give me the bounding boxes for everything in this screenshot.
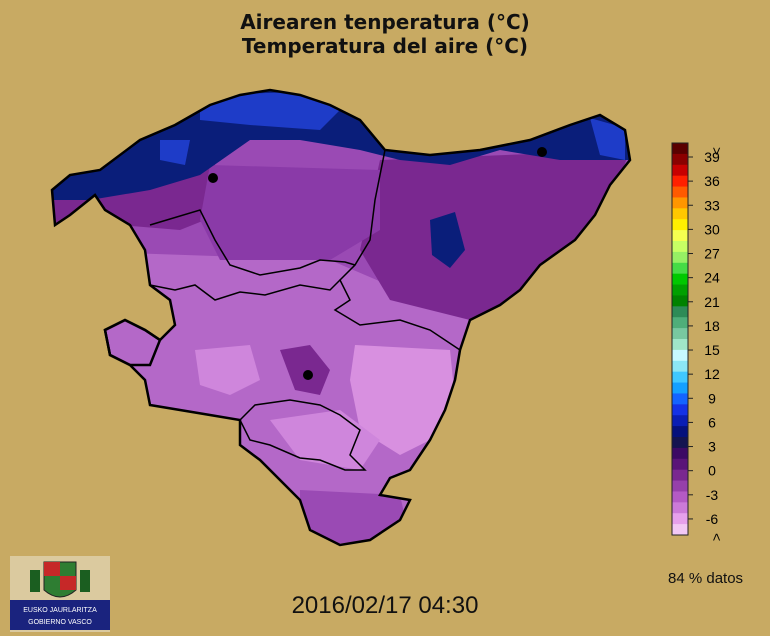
scale-color-step bbox=[672, 230, 688, 242]
internal-boundaries bbox=[149, 149, 461, 471]
scale-tick-label: -6 bbox=[706, 511, 719, 527]
scale-frame bbox=[671, 142, 689, 536]
station-markers bbox=[208, 147, 547, 380]
scale-tick-label: 3 bbox=[708, 439, 716, 455]
scale-color-step bbox=[672, 317, 688, 329]
scale-color-step bbox=[672, 208, 688, 220]
scale-tick-label: 27 bbox=[704, 246, 720, 262]
scale-color-step bbox=[672, 251, 688, 264]
map-title-basque: Airearen tenperatura (°C) bbox=[240, 10, 530, 34]
scale-tick-label: 24 bbox=[704, 270, 720, 286]
scale-color-step bbox=[672, 197, 688, 209]
scale-tick-label: 15 bbox=[704, 342, 720, 358]
scale-color-step bbox=[672, 426, 688, 438]
scale-color-step bbox=[672, 186, 688, 198]
station-dot-bilbao bbox=[208, 173, 218, 183]
scale-tick-label: 30 bbox=[704, 221, 720, 237]
scale-color-step bbox=[672, 437, 688, 449]
scale-tick-label: 12 bbox=[704, 366, 720, 382]
basque-government-logo: EUSKO JAURLARITZA GOBIERNO VASCO bbox=[10, 556, 110, 632]
scale-color-step bbox=[672, 284, 688, 296]
scale-tick-label: 39 bbox=[704, 149, 720, 165]
scale-tick-label: 18 bbox=[704, 318, 720, 334]
timestamp: 2016/02/17 04:30 bbox=[291, 592, 479, 619]
scale-color-step bbox=[672, 502, 688, 514]
scale-color-step bbox=[672, 513, 688, 525]
scale-color-step bbox=[672, 524, 688, 536]
scale-color-step bbox=[672, 175, 688, 188]
scale-color-step bbox=[672, 241, 688, 253]
scale-tick-label: 21 bbox=[704, 294, 720, 310]
scale-top-label: > bbox=[709, 147, 725, 155]
scale-tick-label: 36 bbox=[704, 173, 720, 189]
scale-color-step bbox=[672, 404, 688, 416]
scale-tick-label: 6 bbox=[708, 414, 716, 430]
scale-color-step bbox=[672, 295, 688, 307]
scale-color-step bbox=[672, 447, 688, 460]
scale-color-step bbox=[672, 393, 688, 405]
temperature-field bbox=[52, 90, 630, 545]
scale-color-step bbox=[672, 339, 688, 351]
scale-bottom-label: < bbox=[709, 533, 725, 541]
scale-color-step bbox=[672, 143, 688, 155]
station-dot-vitoria bbox=[303, 370, 313, 380]
scale-color-step bbox=[672, 382, 688, 394]
logo-text-basque: EUSKO JAURLARITZA bbox=[23, 607, 97, 614]
scale-color-step bbox=[672, 360, 688, 373]
logo-text-spanish: GOBIERNO VASCO bbox=[28, 619, 92, 626]
scale-color-step bbox=[672, 349, 688, 362]
province-boundaries bbox=[50, 88, 632, 547]
scale-tick-label: -3 bbox=[706, 487, 719, 503]
scale-color-step bbox=[672, 164, 688, 177]
scale-color-step bbox=[672, 153, 688, 166]
station-dot-donostia bbox=[537, 147, 547, 157]
scale-color-step bbox=[672, 458, 688, 471]
scale-tick-label: 0 bbox=[708, 463, 716, 479]
scale-color-step bbox=[672, 328, 688, 340]
color-scale-bar bbox=[671, 142, 689, 536]
scale-color-step bbox=[672, 469, 688, 482]
scale-color-step bbox=[672, 371, 688, 384]
data-coverage: 84 % datos bbox=[668, 570, 744, 587]
scale-color-step bbox=[672, 273, 688, 286]
scale-color-step bbox=[672, 262, 688, 275]
scale-color-step bbox=[672, 491, 688, 503]
scale-color-step bbox=[672, 306, 688, 318]
scale-color-step bbox=[672, 480, 688, 492]
scale-tick-label: 33 bbox=[704, 197, 720, 213]
scale-color-step bbox=[672, 415, 688, 427]
map-title-spanish: Temperatura del aire (°C) bbox=[241, 34, 529, 58]
scale-color-step bbox=[672, 219, 688, 231]
scale-tick-label: 9 bbox=[708, 390, 716, 406]
